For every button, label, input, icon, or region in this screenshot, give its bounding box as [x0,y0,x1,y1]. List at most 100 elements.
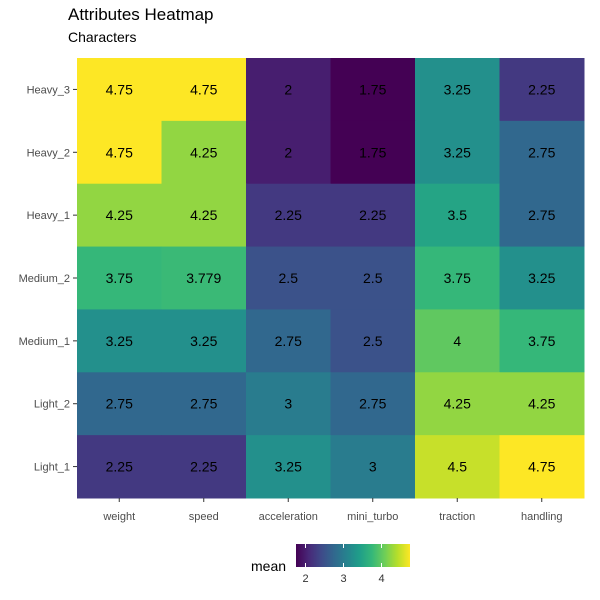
y-tick-label: Medium_1 [19,336,70,348]
cell-value-label: 2.75 [106,396,133,412]
cell-value-label: 3 [369,459,377,475]
legend-tick-label: 2 [302,573,308,585]
heatmap-cell [246,120,331,185]
cell-value-label: 2.5 [363,270,383,286]
cell-value-label: 4.5 [448,459,468,475]
cell-value-label: 4.25 [190,207,217,223]
heatmap-cell [499,435,585,499]
cell-value-label: 2.25 [275,207,302,223]
y-tick-label: Light_1 [34,462,70,474]
cell-value-label: 3.25 [528,270,555,286]
heatmap-cell [246,58,331,122]
cell-value-label: 2.25 [190,459,217,475]
heatmap-cell [77,372,162,436]
cell-value-label: 2.5 [363,333,383,349]
heatmap-cell [161,246,247,310]
cell-value-label: 2 [284,144,292,160]
cell-value-label: 1.75 [359,144,386,160]
cell-value-label: 2.75 [528,207,555,223]
heatmap-cell [246,435,331,499]
heatmap-cell [77,183,162,248]
heatmap-cell [499,309,585,373]
heatmap-cell [246,246,331,310]
cell-value-label: 2 [284,81,292,97]
cell-value-label: 3.5 [448,207,468,223]
heatmap-cell [77,246,162,310]
cell-value-label: 3.75 [106,270,133,286]
heatmap-cell [246,309,331,373]
cell-value-label: 3 [284,396,292,412]
heatmap-cell [161,435,247,499]
x-tick-label: mini_turbo [347,511,398,523]
legend-title: mean [251,558,287,574]
heatmap-cell [77,435,162,499]
heatmap-cell [330,120,416,185]
heatmap-cell [330,246,416,310]
cell-value-label: 4.25 [106,207,133,223]
cell-value-label: 2.75 [275,333,302,349]
heatmap-cell [499,58,585,122]
heatmap-cell [499,246,585,310]
y-tick-label: Heavy_2 [27,147,70,159]
legend-colorbar [296,544,410,567]
heatmap-cell [77,120,162,185]
x-tick-label: acceleration [259,511,318,523]
heatmap-cell [330,309,416,373]
x-tick-label: handling [521,511,563,523]
heatmap-cell [161,58,247,122]
cell-value-label: 4.75 [106,144,133,160]
cell-value-label: 3.25 [444,144,471,160]
cell-value-label: 2.75 [528,144,555,160]
heatmap-cell [499,120,585,185]
chart-subtitle: Characters [68,29,137,45]
heatmap-cell [415,183,500,248]
x-tick-label: traction [439,511,475,523]
cell-value-label: 2.25 [359,207,386,223]
legend-tick-label: 3 [340,573,346,585]
cell-value-label: 2.25 [528,81,555,97]
cell-value-label: 4 [453,333,461,349]
cell-value-label: 4.75 [190,81,217,97]
legend-tick-label: 4 [378,573,384,585]
cell-value-label: 3.25 [275,459,302,475]
cell-value-label: 4.75 [528,459,555,475]
heatmap-cell [330,183,416,248]
cell-value-label: 4.75 [106,81,133,97]
heatmap-cell [415,58,500,122]
cell-value-label: 2.75 [190,396,217,412]
y-tick-label: Heavy_1 [27,210,70,222]
heatmap-cell [330,435,416,499]
cell-value-label: 3.779 [186,270,221,286]
cell-value-label: 4.25 [444,396,471,412]
heatmap-cell [246,183,331,248]
heatmap-cell [77,58,162,122]
cell-value-label: 4.25 [190,144,217,160]
heatmap-cell [330,372,416,436]
heatmap-cell [161,372,247,436]
heatmap-cell [415,435,500,499]
heatmap-cell [415,372,500,436]
cell-value-label: 1.75 [359,81,386,97]
y-tick-label: Heavy_3 [27,84,70,96]
cell-value-label: 3.25 [190,333,217,349]
cell-value-label: 3.25 [444,81,471,97]
heatmap-cell [161,120,247,185]
cell-value-label: 2.25 [106,459,133,475]
chart-title: Attributes Heatmap [68,5,214,24]
cell-value-label: 3.75 [528,333,555,349]
cell-value-label: 3.25 [106,333,133,349]
heatmap-cell [499,183,585,248]
cell-value-label: 3.75 [444,270,471,286]
y-tick-label: Light_2 [34,399,70,411]
heatmap-cell [499,372,585,436]
heatmap-cell [415,309,500,373]
cell-value-label: 4.25 [528,396,555,412]
x-tick-label: weight [102,511,135,523]
heatmap-cell [77,309,162,373]
heatmap-cell [246,372,331,436]
heatmap-cell [161,309,247,373]
heatmap-cell [415,120,500,185]
cell-value-label: 2.5 [279,270,299,286]
x-tick-label: speed [189,511,219,523]
